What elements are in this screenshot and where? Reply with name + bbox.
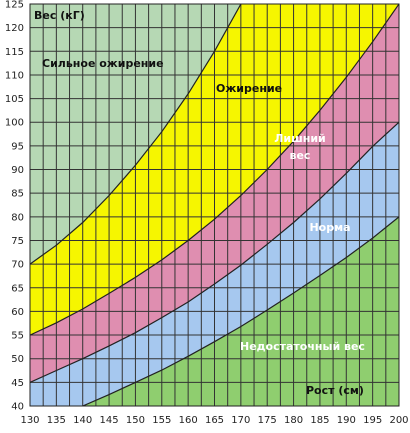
y-tick-label: 100 (5, 118, 24, 129)
x-tick-label: 150 (126, 415, 145, 426)
y-tick-label: 105 (5, 94, 24, 105)
y-tick-label: 90 (11, 165, 24, 176)
y-tick-label: 95 (11, 141, 24, 152)
y-axis-title: Вес (кГ) (34, 9, 85, 22)
y-tick-label: 110 (5, 70, 24, 81)
y-tick-label: 50 (11, 354, 24, 365)
ticks-layer: 130 135 140 145 150 155 160 165 170 175 180 185 190 1… (5, 0, 409, 426)
x-axis-title: Рост (см) (306, 384, 364, 397)
y-tick-label: 85 (11, 189, 24, 200)
labels-layer: Сильное ожирение Ожирение Лишний вес Норма Не… (34, 9, 365, 397)
zone-label-overweight: Лишний вес (274, 132, 326, 162)
grid-layer (29, 3, 400, 407)
y-tick-label: 70 (11, 260, 24, 271)
x-tick-label: 200 (389, 415, 408, 426)
y-tick-label: 80 (11, 212, 24, 223)
y-tick-label: 40 (11, 402, 24, 413)
x-tick-label: 175 (258, 415, 277, 426)
x-tick-label: 145 (100, 415, 119, 426)
y-tick-label: 60 (11, 307, 24, 318)
y-tick-label: 120 (5, 23, 24, 34)
y-tick-label: 125 (5, 0, 24, 11)
zone-label-normal: Норма (309, 221, 350, 234)
x-tick-label: 160 (179, 415, 198, 426)
zone-boundary-line (30, 4, 399, 336)
x-tick-label: 165 (205, 415, 224, 426)
y-tick-label: 65 (11, 283, 24, 294)
x-tick-label: 185 (310, 415, 329, 426)
zone-label-underweight: Недостаточный вес (240, 340, 365, 353)
zone-label-obesity: Ожирение (216, 82, 282, 95)
y-tick-label: 45 (11, 378, 24, 389)
zone-boundary-line (30, 4, 242, 265)
x-tick-label: 140 (73, 415, 92, 426)
zone-label-severe-obesity: Сильное ожирение (42, 57, 164, 70)
y-tick-label: 55 (11, 331, 24, 342)
zone-boundary-line (30, 121, 399, 383)
x-tick-label: 195 (363, 415, 382, 426)
boundary-lines-layer (30, 4, 399, 406)
x-tick-label: 130 (20, 415, 39, 426)
y-tick-label: 75 (11, 236, 24, 247)
x-tick-label: 190 (337, 415, 356, 426)
x-tick-label: 180 (284, 415, 303, 426)
x-tick-label: 135 (47, 415, 66, 426)
zone-boundary-line (81, 216, 399, 406)
x-tick-label: 155 (152, 415, 171, 426)
plot-border (29, 3, 400, 407)
x-tick-label: 170 (231, 415, 250, 426)
y-tick-label: 115 (5, 47, 24, 58)
